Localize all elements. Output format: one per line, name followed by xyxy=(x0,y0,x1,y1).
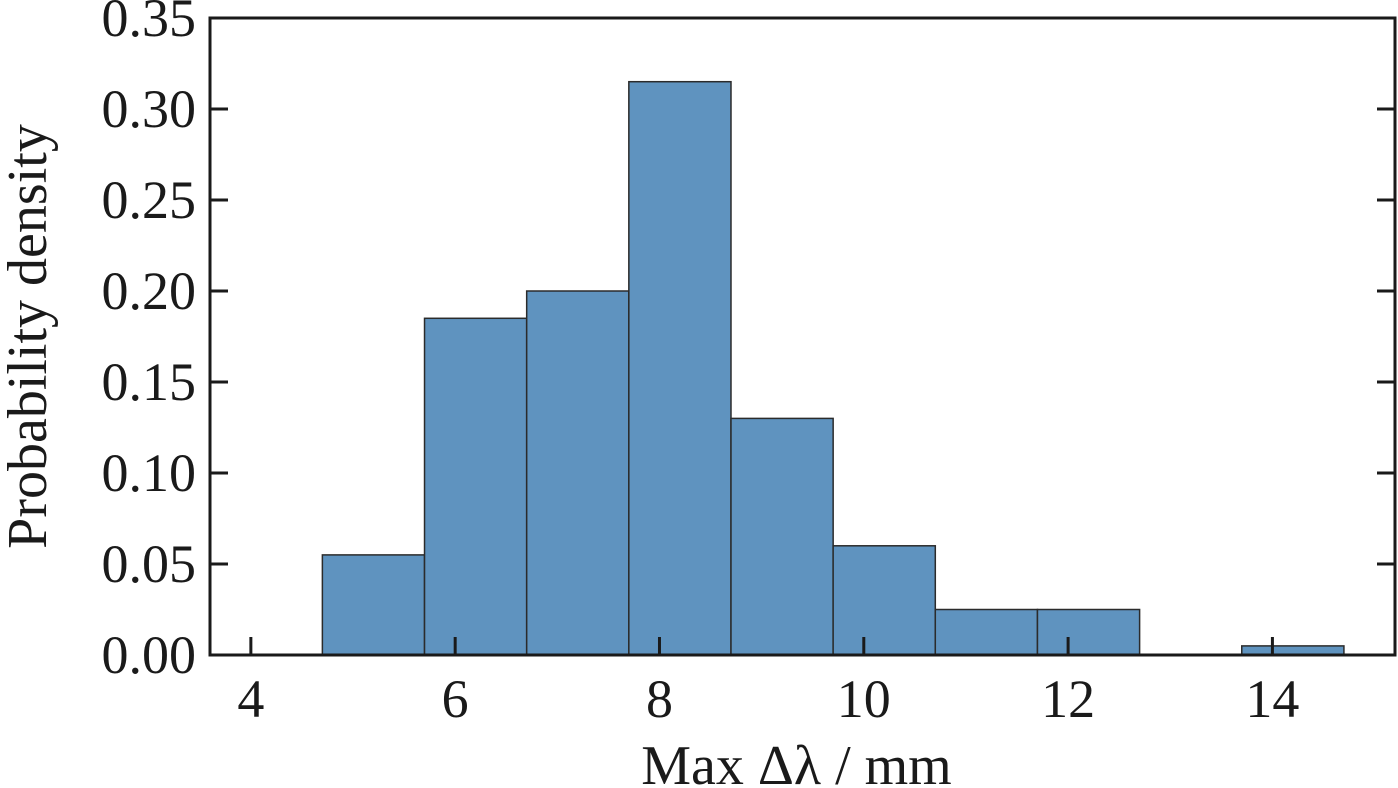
plot-frame xyxy=(208,16,1397,657)
y-tick-label: 0.15 xyxy=(102,352,197,412)
x-tick-label: 10 xyxy=(837,669,891,729)
x-tick-label: 6 xyxy=(442,669,469,729)
x-axis-label: Max Δλ / mm xyxy=(641,735,952,788)
histogram-bar-5 xyxy=(832,545,937,656)
histogram-bar-3 xyxy=(628,80,732,656)
y-tick-label: 0.05 xyxy=(102,534,197,594)
y-tick-label: 0.00 xyxy=(102,625,197,685)
histogram-bar-7 xyxy=(1036,608,1141,656)
y-tick-label: 0.35 xyxy=(102,0,197,48)
y-tick-label: 0.30 xyxy=(102,79,197,139)
histogram-bars xyxy=(321,80,1345,656)
y-tick-label: 0.25 xyxy=(102,170,197,230)
x-tick-label: 14 xyxy=(1245,669,1299,729)
histogram-bar-2 xyxy=(525,290,630,656)
histogram-bar-1 xyxy=(423,317,528,656)
histogram-bar-6 xyxy=(934,608,1039,656)
x-axis-ticks: 4 6 8 10 12 14 xyxy=(237,637,1299,729)
y-tick-label: 0.10 xyxy=(102,443,197,503)
histogram-bar-0 xyxy=(321,554,426,656)
y-axis-label: Probability density xyxy=(0,124,59,549)
x-tick-label: 12 xyxy=(1041,669,1095,729)
histogram-bar-4 xyxy=(730,417,834,656)
x-tick-label: 4 xyxy=(237,669,264,729)
x-tick-label: 8 xyxy=(646,669,673,729)
y-tick-label: 0.20 xyxy=(102,261,197,321)
y-axis-ticks: 0.00 0.05 0.10 0.15 0.20 0.25 0.30 0.35 xyxy=(102,0,1395,685)
